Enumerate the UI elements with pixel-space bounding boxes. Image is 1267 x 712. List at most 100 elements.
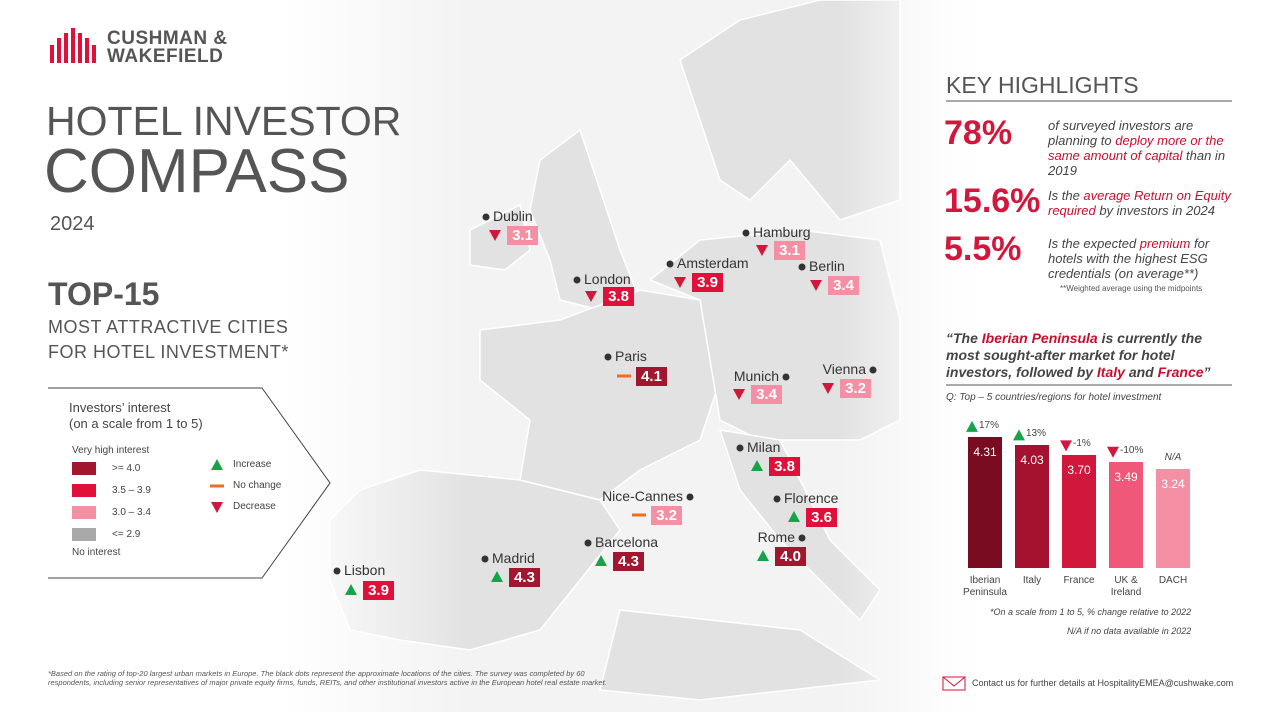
no-change-icon [632, 513, 646, 517]
city-name: Lisbon [344, 562, 386, 578]
subtitle: FOR HOTEL INVESTMENT* [48, 342, 289, 362]
city-dot [736, 444, 744, 452]
highlight-stat: 5.5% [944, 230, 1022, 268]
bar [1015, 445, 1049, 568]
decrease-icon [756, 245, 768, 256]
change-label: -1% [1073, 438, 1091, 450]
city-dot [666, 260, 674, 268]
legend-title: (on a scale from 1 to 5) [69, 416, 203, 431]
decrease-icon [1107, 446, 1119, 458]
city-dot [869, 366, 877, 374]
increase-icon [345, 584, 357, 595]
legend-text: Very high interest [72, 445, 150, 456]
x-tick-label: Italy [1022, 575, 1042, 586]
city-score: 3.1 [774, 241, 805, 260]
text-segment: deploy more or the same amount of capita… [1048, 133, 1224, 163]
bar [968, 436, 1002, 568]
city-name: London [584, 271, 631, 287]
increase-icon [211, 459, 223, 470]
city-name: Amsterdam [677, 255, 749, 271]
legend-text: 3.0 – 3.4 [112, 507, 151, 518]
legend-text: No interest [72, 547, 121, 558]
text-segment: than in 2019 [1048, 148, 1226, 178]
bar [1156, 469, 1190, 568]
chart-note: N/A if no data available in 2022 [1067, 626, 1192, 636]
subtitle: MOST ATTRACTIVE CITIES [48, 317, 289, 337]
change-label: 17% [979, 419, 1000, 431]
city-dot [481, 555, 489, 563]
right-panel [840, 0, 1267, 712]
text-segment: Iberian Peninsula [981, 330, 1098, 346]
decrease-icon [822, 383, 834, 394]
land [599, 609, 883, 701]
text-segment: average Return on Equity required [1048, 188, 1231, 218]
city-name: Vienna [822, 361, 866, 377]
city-name: Berlin [809, 258, 845, 274]
x-tick-label: DACH [1158, 575, 1188, 586]
city-score: 4.3 [509, 568, 540, 587]
logo [50, 28, 96, 63]
legend-title: Investors’ interest [69, 400, 171, 415]
text-segment: Is the [1048, 188, 1084, 203]
year: 2024 [50, 213, 95, 235]
city-score: 3.1 [507, 226, 538, 245]
text-segment: is currently the most sought-after marke… [946, 330, 1202, 380]
city-score: 4.1 [636, 367, 667, 386]
chart-caption: Q: Top – 5 countries/regions for hotel i… [946, 392, 1162, 403]
highlights-title: KEY HIGHLIGHTS [946, 72, 1139, 98]
chart-note: *On a scale from 1 to 5, % change relati… [990, 607, 1192, 617]
city-name: Hamburg [753, 224, 811, 240]
legend-swatch [72, 506, 96, 519]
legend-box [48, 387, 331, 579]
city-dot [333, 567, 341, 575]
x-tick-label: UK & Ireland [1110, 575, 1142, 598]
no-change-icon [617, 374, 631, 378]
title: COMPASS [44, 137, 350, 206]
no-change-icon [210, 484, 224, 488]
city-dot [773, 495, 781, 503]
bar-value-label: 3.24 [1161, 477, 1185, 492]
city-name: Nice-Cannes [602, 488, 683, 504]
text-segment: of surveyed investors are planning to [1048, 118, 1194, 148]
text-segment: Is the expected [1048, 236, 1140, 251]
city-name: Madrid [492, 550, 535, 566]
text-segment: by investors in 2024 [1095, 203, 1215, 218]
text-segment: Italy [1096, 364, 1125, 380]
contact: Contact us for further details at Hospit… [972, 678, 1234, 688]
city-dot [482, 213, 490, 221]
city-score: 4.3 [613, 552, 644, 571]
bar-value-label: 4.31 [973, 444, 997, 459]
city-name: Paris [615, 348, 647, 364]
city-score: 3.2 [651, 506, 682, 525]
city-dot [584, 539, 592, 547]
decrease-icon [489, 230, 501, 241]
legend-swatch [72, 528, 96, 541]
text-segment: premium [1139, 236, 1191, 251]
quote: “The Iberian Peninsula is currently the … [946, 330, 1226, 381]
city-name: Rome [757, 529, 795, 545]
city-dot [742, 229, 750, 237]
decrease-icon [810, 280, 822, 291]
decrease-icon [674, 277, 686, 288]
bar-value-label: 3.70 [1067, 463, 1091, 478]
increase-icon [788, 511, 800, 522]
city-score: 4.0 [775, 547, 806, 566]
bar-value-label: 4.03 [1020, 453, 1044, 468]
city-dot [573, 276, 581, 284]
legend-text: >= 4.0 [112, 463, 141, 474]
change-label: N/A [1164, 452, 1182, 464]
city-dot [782, 373, 790, 381]
text-segment: “The [946, 330, 982, 346]
highlight-text: Is the average Return on Equity required… [1048, 188, 1238, 218]
city-score: 3.4 [828, 276, 859, 295]
city-name: Dublin [493, 208, 533, 224]
bar-value-label: 3.49 [1114, 469, 1138, 484]
legend-text: <= 2.9 [112, 529, 141, 540]
increase-icon [1013, 429, 1025, 441]
city-score: 3.8 [603, 287, 634, 306]
city-dot [798, 534, 806, 542]
city-name: Munich [733, 368, 779, 384]
increase-icon [595, 555, 607, 566]
